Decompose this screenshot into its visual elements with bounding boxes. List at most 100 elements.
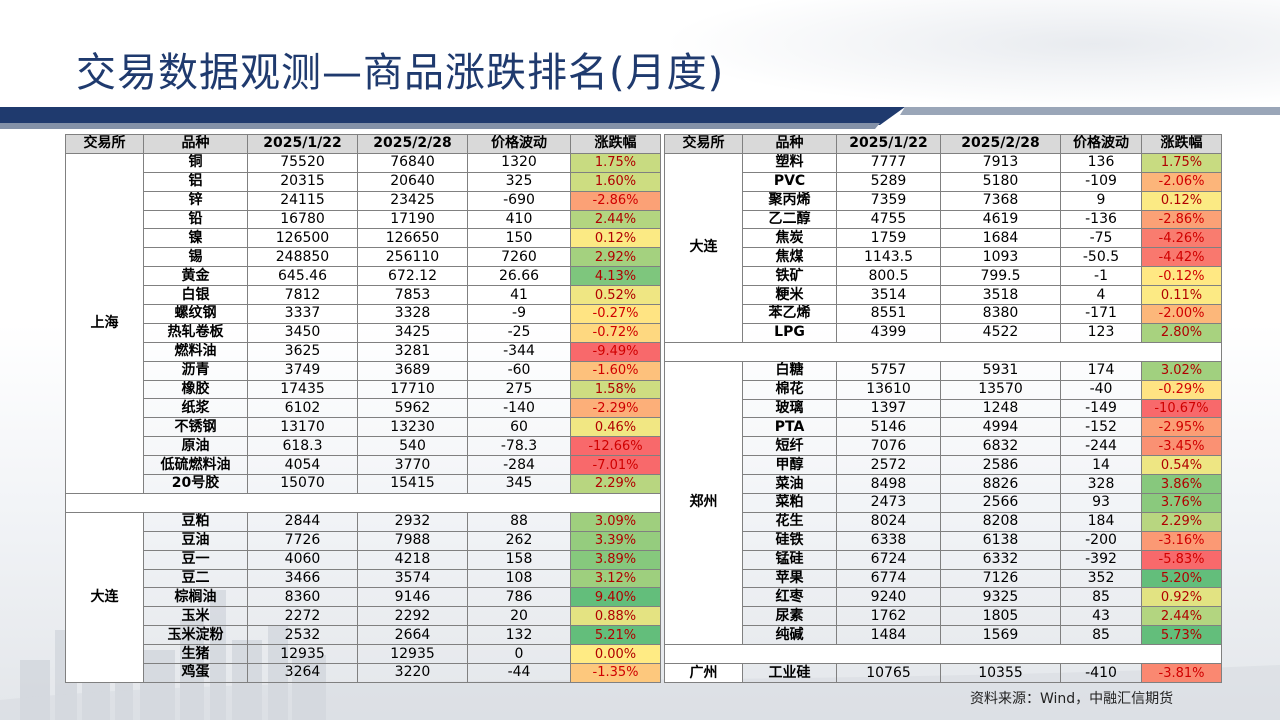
change-percent: 2.29% xyxy=(570,474,661,494)
change-percent: 3.09% xyxy=(570,511,661,532)
change-percent: -1.35% xyxy=(570,663,661,683)
price-start: 618.3 xyxy=(247,436,358,457)
price-change: -75 xyxy=(1060,228,1142,249)
price-start: 4399 xyxy=(836,322,941,343)
table-row: 铁矿 800.5 799.5 -1 -0.12% xyxy=(665,266,1222,287)
price-start: 7726 xyxy=(247,530,358,551)
price-start: 5757 xyxy=(836,360,941,381)
price-start: 13610 xyxy=(836,379,941,400)
commodity-name: 聚丙烯 xyxy=(742,190,837,211)
commodity-name: 花生 xyxy=(742,511,837,532)
commodity-name: 玉米淀粉 xyxy=(143,625,248,646)
price-start: 16780 xyxy=(247,209,358,230)
price-start: 1759 xyxy=(836,228,941,249)
column-header: 品种 xyxy=(742,134,837,154)
commodity-name: 低硫燃料油 xyxy=(143,455,248,476)
price-change: -1 xyxy=(1060,266,1142,287)
table-row: 螺纹钢 3337 3328 -9 -0.27% xyxy=(66,304,661,324)
price-end: 23425 xyxy=(357,190,468,211)
change-percent: 2.44% xyxy=(570,209,661,230)
change-percent: 0.00% xyxy=(570,644,661,665)
price-end: 7988 xyxy=(357,530,468,551)
price-end: 1805 xyxy=(940,606,1061,627)
price-start: 800.5 xyxy=(836,266,941,287)
price-end: 3425 xyxy=(357,322,468,343)
price-end: 17710 xyxy=(357,379,468,400)
price-change: 174 xyxy=(1060,360,1142,381)
table-row: 菜油 8498 8826 328 3.86% xyxy=(665,474,1222,495)
change-percent: 1.75% xyxy=(570,152,661,173)
change-percent: 3.39% xyxy=(570,530,661,551)
price-start: 6102 xyxy=(247,398,358,419)
price-end: 2292 xyxy=(357,606,468,627)
price-start: 645.46 xyxy=(247,266,358,287)
commodity-name: 锡 xyxy=(143,247,248,268)
change-percent: -7.01% xyxy=(570,455,661,476)
price-change: -152 xyxy=(1060,417,1142,438)
price-start: 1762 xyxy=(836,606,941,627)
change-percent: 5.21% xyxy=(570,625,661,646)
price-start: 2473 xyxy=(836,493,941,513)
price-end: 3281 xyxy=(357,341,468,362)
exchange-cell: 郑州 xyxy=(664,360,743,646)
price-end: 4994 xyxy=(940,417,1061,438)
price-end: 4218 xyxy=(357,549,468,570)
exchange-cell: 大连 xyxy=(65,511,144,683)
change-percent: -2.00% xyxy=(1141,304,1222,324)
left-ranking-table: 交易所 品种 2025/1/22 2025/2/28 价格波动 涨跌幅 上海铜 75520 7… xyxy=(65,134,661,683)
price-end: 3518 xyxy=(940,285,1061,306)
column-header: 2025/2/28 xyxy=(357,134,468,154)
change-percent: 2.92% xyxy=(570,247,661,268)
separator-cell xyxy=(65,492,661,513)
table-row: 生猪 12935 12935 0 0.00% xyxy=(66,644,661,665)
price-end: 1684 xyxy=(940,228,1061,249)
table-row: 红枣 9240 9325 85 0.92% xyxy=(665,587,1222,608)
price-change: -25 xyxy=(467,322,571,343)
price-start: 4060 xyxy=(247,549,358,570)
price-change: -690 xyxy=(467,190,571,211)
change-percent: -2.86% xyxy=(570,190,661,211)
table-row: 20号胶 15070 15415 345 2.29% xyxy=(66,474,661,494)
commodity-name: 豆粕 xyxy=(143,511,248,532)
commodity-name: PVC xyxy=(742,171,837,192)
commodity-name: 铁矿 xyxy=(742,266,837,287)
price-end: 6832 xyxy=(940,436,1061,457)
price-end: 3328 xyxy=(357,304,468,324)
price-start: 5146 xyxy=(836,417,941,438)
change-percent: 0.52% xyxy=(570,285,661,306)
price-change: 132 xyxy=(467,625,571,646)
change-percent: -2.95% xyxy=(1141,417,1222,438)
change-percent: -0.29% xyxy=(1141,379,1222,400)
change-percent: -10.67% xyxy=(1141,398,1222,419)
price-start: 3264 xyxy=(247,663,358,683)
change-percent: -4.42% xyxy=(1141,247,1222,268)
price-start: 3450 xyxy=(247,322,358,343)
change-percent: 2.44% xyxy=(1141,606,1222,627)
commodity-name: 焦炭 xyxy=(742,228,837,249)
price-start: 7777 xyxy=(836,152,941,173)
price-start: 8360 xyxy=(247,587,358,608)
table-row: 纸浆 6102 5962 -140 -2.29% xyxy=(66,398,661,419)
price-end: 9325 xyxy=(940,587,1061,608)
table-row: 玉米 2272 2292 20 0.88% xyxy=(66,606,661,627)
price-start: 1484 xyxy=(836,625,941,646)
price-end: 76840 xyxy=(357,152,468,173)
price-end: 15415 xyxy=(357,474,468,494)
price-start: 6338 xyxy=(836,530,941,551)
table-row: 锌 24115 23425 -690 -2.86% xyxy=(66,190,661,211)
table-row: 花生 8024 8208 184 2.29% xyxy=(665,511,1222,532)
change-percent: -5.83% xyxy=(1141,549,1222,570)
price-end: 13570 xyxy=(940,379,1061,400)
table-row: 苹果 6774 7126 352 5.20% xyxy=(665,568,1222,589)
price-change: -140 xyxy=(467,398,571,419)
price-end: 3220 xyxy=(357,663,468,683)
commodity-name: 粳米 xyxy=(742,285,837,306)
price-start: 2572 xyxy=(836,455,941,476)
table-row: 豆一 4060 4218 158 3.89% xyxy=(66,549,661,570)
commodity-name: 纸浆 xyxy=(143,398,248,419)
change-percent: 3.12% xyxy=(570,568,661,589)
price-end: 4619 xyxy=(940,209,1061,230)
column-header: 涨跌幅 xyxy=(1141,134,1222,154)
change-percent: 5.73% xyxy=(1141,625,1222,646)
price-change: 275 xyxy=(467,379,571,400)
